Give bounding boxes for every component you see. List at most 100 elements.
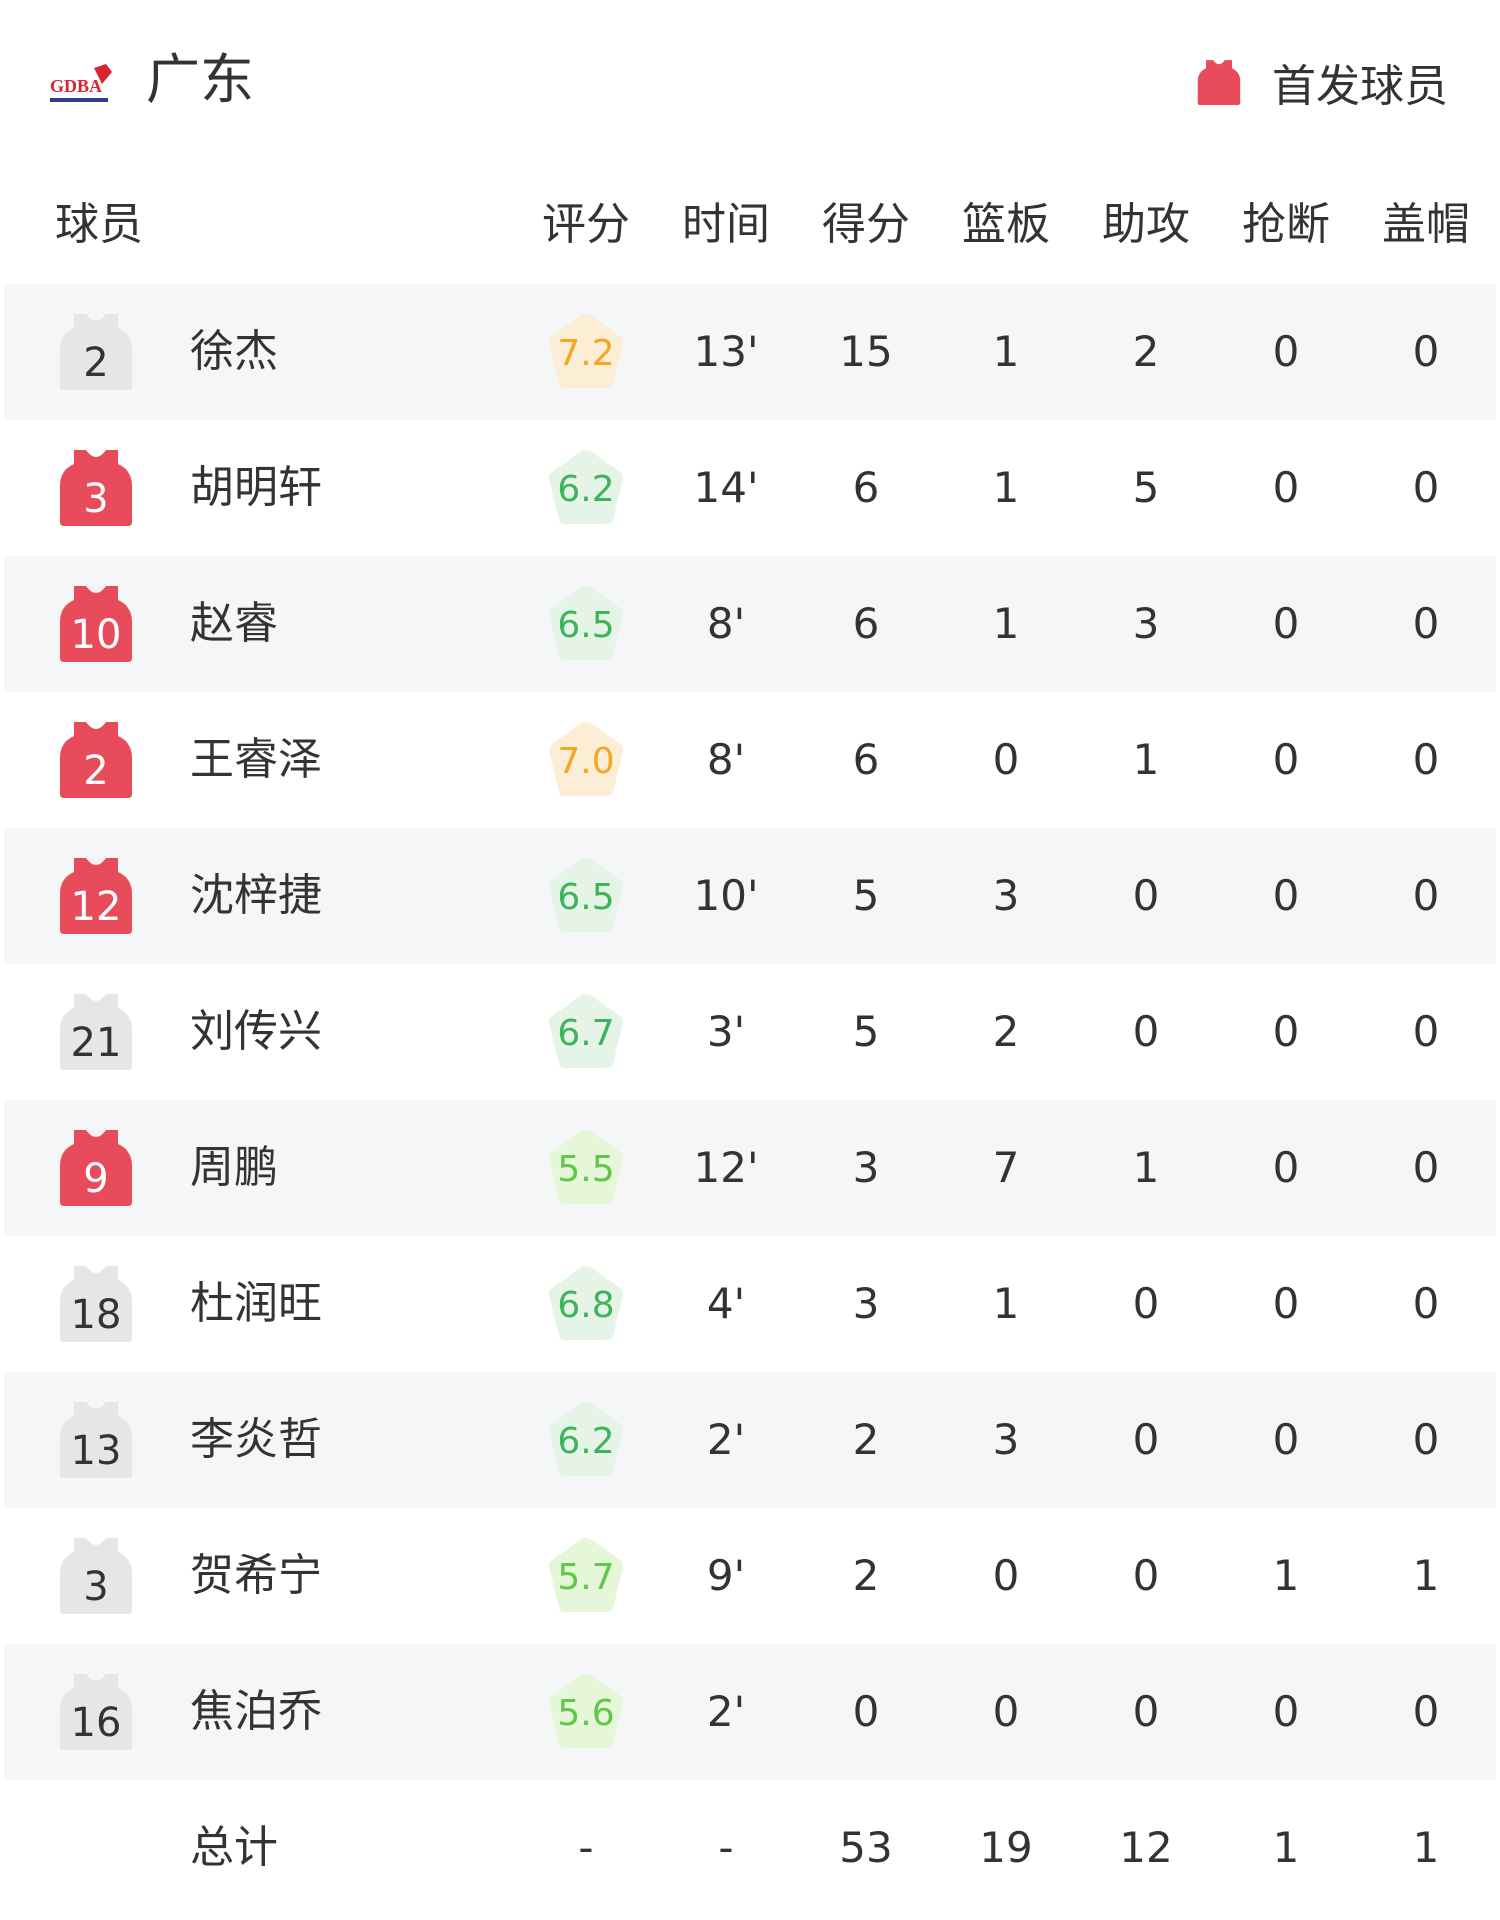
player-name[interactable]: 徐杰 [190, 326, 278, 377]
col-blocks: 盖帽 [1382, 199, 1470, 250]
player-row[interactable]: 10 赵睿 6.5 8' 6 1 3 0 0 [4, 556, 1496, 692]
stat-stl: 0 [1272, 871, 1300, 920]
stat-time: 9' [706, 1551, 746, 1600]
team-header: GDBA 广东 首发球员 [0, 0, 1500, 170]
jersey-number: 18 [70, 1292, 122, 1338]
rating-badge: 5.5 [546, 1128, 626, 1208]
rating-badge: 6.7 [546, 992, 626, 1072]
stat-ast: 0 [1132, 1415, 1160, 1464]
stat-blk: 0 [1412, 327, 1440, 376]
total-reb: 19 [979, 1823, 1033, 1872]
stat-time: 2' [706, 1415, 746, 1464]
rating-badge: 6.2 [546, 448, 626, 528]
rating-value: 6.2 [557, 1421, 615, 1462]
stat-blk: 0 [1412, 463, 1440, 512]
player-name[interactable]: 周鹏 [190, 1142, 278, 1193]
stat-reb: 1 [992, 1279, 1020, 1328]
player-name[interactable]: 王睿泽 [190, 734, 322, 785]
player-row[interactable]: 18 杜润旺 6.8 4' 3 1 0 0 0 [4, 1236, 1496, 1372]
jersey-icon: 3 [60, 448, 132, 526]
stat-stl: 0 [1272, 735, 1300, 784]
total-blk: 1 [1412, 1823, 1440, 1872]
rating-value: 5.6 [557, 1693, 615, 1734]
player-name[interactable]: 李炎哲 [190, 1414, 322, 1465]
total-ast: 12 [1119, 1823, 1173, 1872]
total-pts: 53 [839, 1823, 893, 1872]
rating-badge: 7.2 [546, 312, 626, 392]
jersey-number: 21 [70, 1020, 122, 1066]
player-row[interactable]: 3 贺希宁 5.7 9' 2 0 0 1 1 [4, 1508, 1496, 1644]
player-name[interactable]: 沈梓捷 [190, 870, 322, 921]
jersey-number: 16 [70, 1700, 122, 1746]
player-name[interactable]: 赵睿 [190, 598, 278, 649]
jersey-icon: 10 [60, 584, 132, 662]
player-table: 2 徐杰 7.2 13' 15 1 2 0 0 3 胡明轩 6.2 14' 6 1 5 0 0 10 赵睿 6.5 8' 6… [4, 284, 1496, 1916]
player-name[interactable]: 刘传兴 [190, 1006, 322, 1057]
stat-pts: 3 [852, 1279, 880, 1328]
player-name[interactable]: 贺希宁 [190, 1550, 322, 1601]
stat-ast: 5 [1132, 463, 1160, 512]
player-row[interactable]: 2 王睿泽 7.0 8' 6 0 1 0 0 [4, 692, 1496, 828]
jersey-icon: 2 [60, 720, 132, 798]
player-name[interactable]: 胡明轩 [190, 462, 322, 513]
stat-time: 8' [706, 599, 746, 648]
stat-stl: 0 [1272, 599, 1300, 648]
team-name: 广东 [146, 48, 254, 111]
player-row[interactable]: 2 徐杰 7.2 13' 15 1 2 0 0 [4, 284, 1496, 420]
player-row[interactable]: 16 焦泊乔 5.6 2' 0 0 0 0 0 [4, 1644, 1496, 1780]
jersey-icon: 9 [60, 1128, 132, 1206]
stat-stl: 0 [1272, 1007, 1300, 1056]
player-name[interactable]: 杜润旺 [190, 1278, 322, 1329]
stat-ast: 0 [1132, 1279, 1160, 1328]
jersey-number: 3 [83, 476, 109, 522]
rating-badge: 6.5 [546, 584, 626, 664]
stat-stl: 0 [1272, 1687, 1300, 1736]
jersey-number: 2 [83, 748, 109, 794]
stat-reb: 1 [992, 463, 1020, 512]
stat-stl: 0 [1272, 327, 1300, 376]
rating-badge: 5.7 [546, 1536, 626, 1616]
rating-badge: 7.0 [546, 720, 626, 800]
rating-badge: 5.6 [546, 1672, 626, 1752]
stat-blk: 0 [1412, 599, 1440, 648]
player-row[interactable]: 9 周鹏 5.5 12' 3 7 1 0 0 [4, 1100, 1496, 1236]
rating-value: 5.5 [557, 1149, 615, 1190]
stat-pts: 15 [839, 327, 893, 376]
jersey-number: 3 [83, 1564, 109, 1610]
rating-value: 6.5 [557, 605, 615, 646]
stat-blk: 1 [1412, 1551, 1440, 1600]
stat-time: 10' [693, 871, 759, 920]
rating-badge: 6.2 [546, 1400, 626, 1480]
stat-ast: 1 [1132, 1143, 1160, 1192]
total-stl: 1 [1272, 1823, 1300, 1872]
jersey-number: 9 [83, 1156, 109, 1202]
jersey-icon: 21 [60, 992, 132, 1070]
stat-pts: 0 [852, 1687, 880, 1736]
stat-ast: 0 [1132, 1551, 1160, 1600]
stat-time: 2' [706, 1687, 746, 1736]
stat-reb: 7 [992, 1143, 1020, 1192]
player-row[interactable]: 13 李炎哲 6.2 2' 2 3 0 0 0 [4, 1372, 1496, 1508]
jersey-number: 13 [70, 1428, 122, 1474]
stat-reb: 0 [992, 1551, 1020, 1600]
total-label: 总计 [190, 1822, 278, 1873]
stat-reb: 1 [992, 327, 1020, 376]
rating-value: 6.5 [557, 877, 615, 918]
rating-value: 6.8 [557, 1285, 615, 1326]
jersey-icon: 18 [60, 1264, 132, 1342]
rating-value: 6.2 [557, 469, 615, 510]
stat-time: 14' [693, 463, 759, 512]
starter-legend: 首发球员 [1196, 56, 1448, 112]
stat-pts: 6 [852, 599, 880, 648]
player-name[interactable]: 焦泊乔 [190, 1686, 322, 1737]
jersey-icon: 3 [60, 1536, 132, 1614]
player-row[interactable]: 12 沈梓捷 6.5 10' 5 3 0 0 0 [4, 828, 1496, 964]
stat-stl: 0 [1272, 1279, 1300, 1328]
player-row[interactable]: 21 刘传兴 6.7 3' 5 2 0 0 0 [4, 964, 1496, 1100]
starter-legend-label: 首发球员 [1272, 61, 1448, 112]
stat-reb: 0 [992, 1687, 1020, 1736]
stat-stl: 0 [1272, 463, 1300, 512]
col-rating: 评分 [542, 199, 630, 250]
stat-pts: 5 [852, 871, 880, 920]
player-row[interactable]: 3 胡明轩 6.2 14' 6 1 5 0 0 [4, 420, 1496, 556]
